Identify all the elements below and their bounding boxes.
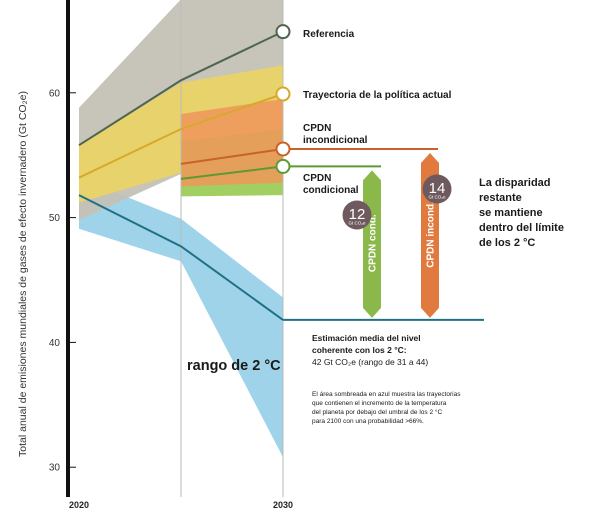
conditional-gap-unit: Gt CO₂e	[348, 221, 365, 226]
conditional-gap-value: 12	[349, 206, 366, 223]
note-text-3: del planeta por debajo del umbral de los…	[312, 408, 442, 416]
label-politica: Trayectoria de la política actual	[303, 90, 452, 101]
conditional-gap-bar: CPDN cond.	[363, 170, 381, 318]
note-text-4: para 2100 con una probabilidad >66%.	[312, 418, 424, 425]
two-degree-line	[78, 194, 284, 321]
unconditional-ndc-endpoint-marker	[275, 141, 291, 157]
gap-text-1: La disparidad	[479, 177, 551, 189]
unconditional-gap-badge: 14 Gt CO₂e	[422, 174, 452, 204]
gap-text-3: se mantiene	[479, 207, 543, 219]
two-degree-range-label: rango de 2 °C	[187, 358, 281, 374]
label-incondicional-1: CPDN	[303, 123, 331, 134]
label-condicional-2: condicional	[303, 185, 359, 196]
reference-endpoint-marker	[275, 24, 291, 40]
unconditional-ndc-line	[180, 148, 284, 165]
label-condicional-1: CPDN	[303, 173, 331, 184]
label-incondicional-2: incondicional	[303, 135, 368, 146]
y-tick-label-40: 40	[49, 338, 61, 349]
x-tick-2020: 2020	[69, 500, 89, 510]
note-text-1: El área sombreada en azul muestra las tr…	[312, 391, 461, 398]
note-text-2: que contienen el incremento de la temper…	[312, 400, 447, 407]
current-policy-line	[78, 93, 284, 179]
conditional-gap-badge: 12 Gt CO₂e	[342, 200, 372, 230]
y-tick-label-30: 30	[49, 463, 61, 474]
conditional-ndc-endpoint-marker	[275, 158, 291, 174]
estimate-text-3: 42 Gt CO₂e (rango de 31 a 44)	[312, 357, 428, 367]
conditional-gap-label: CPDN cond.	[368, 214, 379, 272]
gap-text-2: restante	[479, 192, 522, 204]
unconditional-gap-value: 14	[429, 180, 446, 197]
label-referencia: Referencia	[303, 29, 355, 40]
unconditional-gap-unit: Gt CO₂e	[428, 195, 445, 200]
current-policy-endpoint-marker	[275, 86, 291, 102]
reference-line	[78, 30, 284, 147]
y-tick-label-60: 60	[49, 88, 61, 99]
estimate-text-1: Estimación media del nivel	[312, 333, 421, 343]
x-tick-2030: 2030	[273, 500, 293, 510]
y-axis-title: Total anual de emisiones mundiales de ga…	[17, 91, 29, 457]
unconditional-gap-label: CPDN incond.	[426, 201, 437, 268]
conditional-ndc-line	[180, 165, 284, 180]
gap-text-5: de los 2 °C	[479, 237, 535, 249]
y-ticks: 30 40 50 60	[49, 88, 76, 474]
conditional-gap-circle	[342, 200, 372, 230]
estimate-text-2: coherente con los 2 °C:	[312, 345, 407, 355]
unconditional-gap-circle	[422, 174, 452, 204]
gap-text-4: dentro del límite	[479, 222, 564, 234]
y-tick-label-50: 50	[49, 213, 61, 224]
